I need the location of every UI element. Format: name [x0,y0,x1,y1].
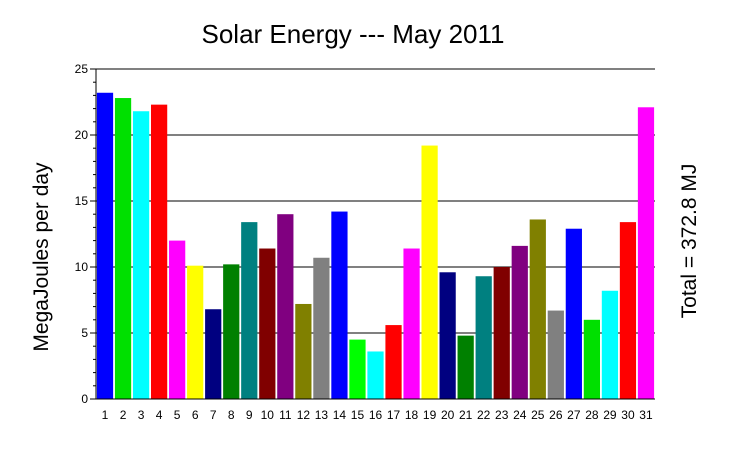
x-tick-label-2: 2 [120,408,127,422]
bar-day-11 [277,214,294,399]
bar-day-1 [96,92,114,399]
x-tick-label-1: 1 [102,408,109,422]
bars [96,92,655,400]
x-tick-label-12: 12 [297,408,311,422]
bar-day-7 [205,309,222,399]
bar-day-20 [439,272,456,399]
bar-day-3 [132,111,150,400]
y-tick-labels: 0 5 10 15 20 25 [75,62,89,406]
total-label: Total = 372.8 MJ [678,164,701,319]
bar-day-23 [493,267,510,399]
bar-day-16 [367,351,384,399]
x-tick-label-30: 30 [621,408,635,422]
x-tick-label-3: 3 [138,408,145,422]
x-tick-label-28: 28 [585,408,599,422]
axes [90,68,655,400]
y-tick-label-5: 5 [81,326,88,340]
y-tick-label-10: 10 [75,260,89,274]
x-tick-label-25: 25 [531,408,545,422]
bar-day-27 [565,228,582,399]
x-tick-label-24: 24 [513,408,527,422]
x-tick-label-18: 18 [405,408,419,422]
bar-day-29 [601,290,619,399]
bar-day-26 [547,310,564,399]
x-tick-label-5: 5 [174,408,181,422]
x-tick-label-4: 4 [156,408,163,422]
y-tick-label-25: 25 [75,62,89,76]
bar-day-8 [223,264,240,399]
x-tick-label-29: 29 [603,408,617,422]
y-tick-label-20: 20 [75,128,89,142]
bar-day-25 [529,219,546,399]
x-tick-label-15: 15 [351,408,365,422]
x-tick-label-11: 11 [279,408,292,422]
bar-day-14 [331,211,348,399]
x-tick-label-10: 10 [261,408,275,422]
bar-day-17 [385,325,402,399]
x-tick-label-31: 31 [639,408,653,422]
bar-day-5 [169,240,186,399]
bar-day-30 [619,222,637,399]
y-tick-label-15: 15 [75,194,89,208]
bar-day-24 [511,245,528,399]
bar-day-15 [349,339,366,399]
y-tick-label-0: 0 [81,392,88,406]
bar-day-6 [187,265,204,399]
x-tick-labels: 1 2 3 4 5 6 7 8 9 10 11 12 13 14 15 16 17 18 19 20 21 22 23 24 2… [102,408,653,422]
bar-day-21 [457,335,474,399]
x-tick-label-26: 26 [549,408,563,422]
chart-title: Solar Energy --- May 2011 [202,19,505,49]
x-tick-label-20: 20 [441,408,455,422]
bar-day-4 [150,104,168,399]
y-axis-label: MegaJoules per day [30,162,53,352]
x-tick-label-17: 17 [387,408,401,422]
x-tick-label-21: 21 [459,408,473,422]
bar-day-31 [637,107,655,399]
bar-day-19 [421,145,438,399]
bar-day-13 [313,257,330,399]
bar-day-22 [475,276,492,399]
bar-day-2 [114,98,132,399]
x-tick-label-6: 6 [192,408,199,422]
bar-day-10 [259,248,276,399]
bar-day-18 [403,248,420,399]
x-tick-label-23: 23 [495,408,509,422]
x-tick-label-22: 22 [477,408,491,422]
x-tick-label-9: 9 [246,408,253,422]
x-tick-label-27: 27 [567,408,581,422]
x-tick-label-19: 19 [423,408,437,422]
x-tick-label-16: 16 [369,408,383,422]
bar-day-28 [583,319,601,399]
bar-day-9 [241,222,258,399]
x-tick-label-13: 13 [315,408,329,422]
x-tick-label-7: 7 [210,408,217,422]
x-tick-label-8: 8 [228,408,235,422]
bar-day-12 [295,303,312,399]
x-tick-label-14: 14 [333,408,347,422]
